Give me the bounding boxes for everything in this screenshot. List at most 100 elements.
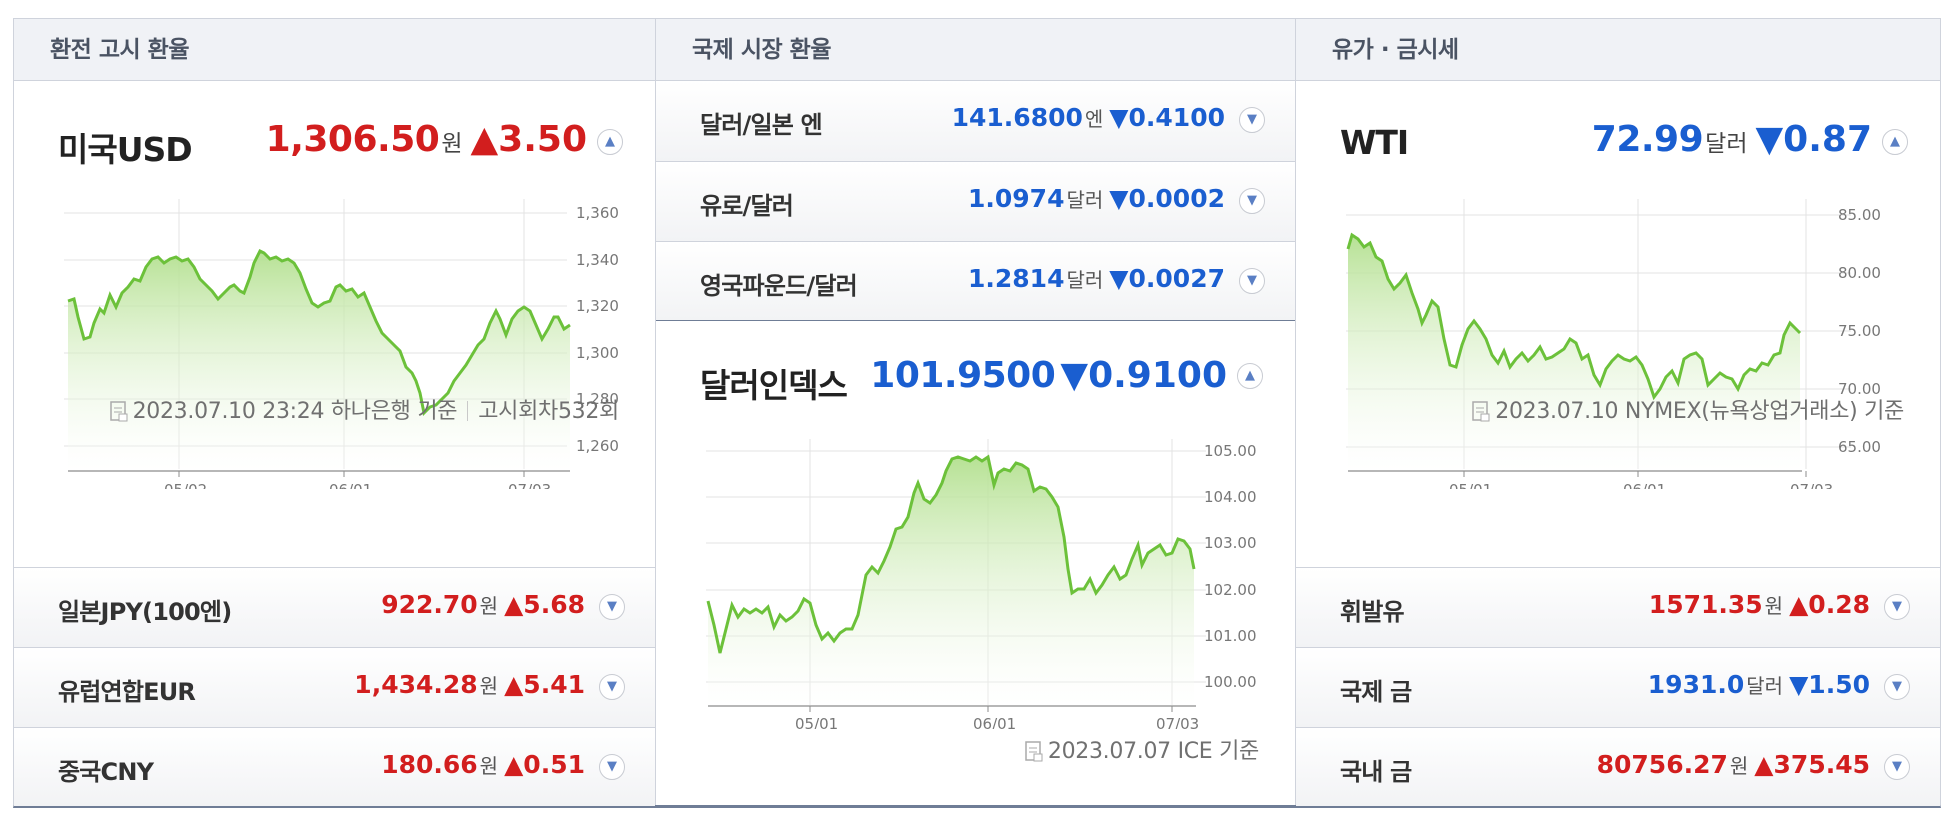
rate-value: 1.0974: [968, 184, 1065, 213]
rate-change: ▲0.51: [504, 750, 585, 779]
rate-value-group: 1571.35 원 ▲0.28: [1649, 590, 1870, 619]
unit-label: 원: [1764, 594, 1784, 618]
chart-line: [67, 248, 571, 417]
chevron-down-icon[interactable]: ▼: [1239, 188, 1265, 214]
rate-value-group: 1931.0 달러 ▼1.50: [1648, 670, 1870, 699]
exchange-notice-column: 환전 고시 환율 미국USD 1,306.50원 ▲3.50 ▲: [14, 19, 656, 806]
rate-value-group: 1,434.28 원 ▲5.41: [354, 670, 585, 699]
currency-name: 유럽연합EUR: [58, 678, 196, 706]
x-tick-label: 05/01: [1449, 481, 1492, 489]
pair-name: 달러/일본 엔: [700, 111, 823, 139]
column-header: 환전 고시 환율: [14, 19, 655, 81]
y-tick-label: 1,320: [576, 297, 619, 315]
x-tick-label: 06/01: [973, 715, 1016, 729]
index-name: 달러인덱스: [700, 366, 848, 405]
usd-footer: 2023.07.10 23:24 하나은행 기준 고시회차532회: [109, 393, 619, 425]
wti-value-group: 72.99달러 ▼0.87: [1592, 119, 1872, 160]
y-tick-label: 102.00: [1204, 581, 1257, 599]
unit-label: 달러: [1066, 268, 1104, 292]
oil-gold-column: 유가 · 금시세 WTI 72.99달러 ▼0.87 ▲: [1296, 19, 1940, 806]
list-item-gbp-usd[interactable]: 영국파운드/달러 1.2814 달러 ▼0.0027 ▼: [656, 241, 1295, 321]
y-tick-label: 65.00: [1838, 438, 1881, 456]
list-item-gasoline[interactable]: 휘발유 1571.35 원 ▲0.28 ▼: [1296, 567, 1940, 647]
chart-area: [68, 251, 570, 471]
pair-name: 유로/달러: [700, 192, 794, 220]
rate-change: ▲5.41: [504, 670, 585, 699]
wti-footer: 2023.07.10 NYMEX(뉴욕상업거래소) 기준: [1471, 393, 1904, 425]
chevron-down-icon[interactable]: ▼: [1239, 268, 1265, 294]
currency-name: 중국CNY: [58, 758, 154, 786]
unit-label: 원: [479, 754, 499, 778]
rate-value: 1.2814: [968, 264, 1065, 293]
dollar-index-footer: 2023.07.07 ICE 기준: [1024, 733, 1259, 765]
unit-label: 달러: [1066, 188, 1104, 212]
dollar-index-main: 달러인덱스 101.9500 ▼0.9100 ▲: [656, 321, 1295, 421]
wti-change: ▼0.87: [1755, 119, 1872, 160]
chart-area: [708, 457, 1194, 706]
y-tick-label: 100.00: [1204, 673, 1257, 691]
chevron-up-icon[interactable]: ▲: [1882, 129, 1908, 155]
exchange-rate-widget: 환전 고시 환율 미국USD 1,306.50원 ▲3.50 ▲: [13, 18, 1941, 808]
rate-value: 1931.0: [1647, 670, 1745, 699]
update-date: 2023.07.10: [1495, 399, 1619, 424]
y-tick-label: 103.00: [1204, 534, 1257, 552]
rate-change: ▲5.68: [504, 590, 585, 619]
list-item-usd-jpy[interactable]: 달러/일본 엔 141.6800 엔 ▼0.4100 ▼: [656, 81, 1295, 161]
chevron-up-icon[interactable]: ▲: [597, 129, 623, 155]
chart-line: [706, 454, 1196, 654]
wti-value: 72.99: [1591, 119, 1704, 160]
currency-name: 미국USD: [58, 130, 193, 169]
list-item-eur[interactable]: 유럽연합EUR 1,434.28 원 ▲5.41 ▼: [14, 647, 655, 727]
x-tick-label: 07/03: [1790, 481, 1833, 489]
y-tick-label: 85.00: [1838, 206, 1881, 224]
commodity-name: WTI: [1340, 123, 1409, 162]
list-item-jpy[interactable]: 일본JPY(100엔) 922.70 원 ▲5.68 ▼: [14, 567, 655, 647]
unit-label: 원: [1729, 754, 1749, 778]
chart-area: [1348, 235, 1800, 471]
round-label: 고시회차532회: [478, 399, 619, 424]
pair-name: 영국파운드/달러: [700, 272, 858, 300]
list-item-eur-usd[interactable]: 유로/달러 1.0974 달러 ▼0.0002 ▼: [656, 161, 1295, 241]
list-item-intl-gold[interactable]: 국제 금 1931.0 달러 ▼1.50 ▼: [1296, 647, 1940, 727]
wti-main: WTI 72.99달러 ▼0.87 ▲: [1296, 81, 1940, 181]
x-tick-label: 06/01: [329, 481, 372, 489]
document-icon: [1472, 401, 1490, 422]
list-item-domestic-gold[interactable]: 국내 금 80756.27 원 ▲375.45 ▼: [1296, 727, 1940, 806]
chevron-down-icon[interactable]: ▼: [599, 674, 625, 700]
y-tick-label: 1,280: [576, 390, 619, 408]
dollar-index-chart: 105.00 104.00 103.00 102.00 101.00 100.0…: [706, 429, 1276, 729]
x-tick-label: 05/02: [164, 481, 207, 489]
y-tick-label: 104.00: [1204, 488, 1257, 506]
y-tick-label: 1,260: [576, 437, 619, 455]
usd-chart-svg: 1,360 1,340 1,320 1,300 1,280 1,260 05/0…: [64, 199, 619, 489]
usd-value: 1,306.50: [265, 119, 440, 160]
rate-change: ▼0.0002: [1109, 184, 1225, 213]
source-label: 하나은행 기준: [330, 399, 458, 424]
rate-change: ▼0.4100: [1109, 103, 1225, 132]
rate-change: ▼1.50: [1789, 670, 1870, 699]
chevron-down-icon[interactable]: ▼: [1239, 107, 1265, 133]
usd-chart: 1,360 1,340 1,320 1,300 1,280 1,260 05/0…: [64, 189, 634, 489]
chevron-down-icon[interactable]: ▼: [1884, 674, 1910, 700]
y-tick-label: 1,300: [576, 344, 619, 362]
document-icon: [1025, 741, 1043, 762]
y-tick-label: 1,340: [576, 251, 619, 269]
chevron-down-icon[interactable]: ▼: [599, 594, 625, 620]
chevron-up-icon[interactable]: ▲: [1237, 363, 1263, 389]
unit-label: 원: [479, 674, 499, 698]
chart-line: [1346, 232, 1802, 401]
chevron-down-icon[interactable]: ▼: [599, 754, 625, 780]
chevron-down-icon[interactable]: ▼: [1884, 594, 1910, 620]
y-tick-label: 1,360: [576, 204, 619, 222]
index-change: ▼0.9100: [1060, 355, 1227, 396]
rate-value-group: 141.6800 엔 ▼0.4100: [952, 103, 1225, 132]
usd-value-group: 1,306.50원 ▲3.50: [266, 119, 587, 160]
chevron-down-icon[interactable]: ▼: [1884, 754, 1910, 780]
rate-value-group: 1.0974 달러 ▼0.0002: [968, 184, 1225, 213]
rate-value: 180.66: [381, 750, 478, 779]
list-item-cny[interactable]: 중국CNY 180.66 원 ▲0.51 ▼: [14, 727, 655, 806]
y-tick-label: 105.00: [1204, 442, 1257, 460]
commodity-name: 국제 금: [1340, 678, 1412, 706]
column-header: 국제 시장 환율: [656, 19, 1295, 81]
unit-label: 달러: [1746, 674, 1784, 698]
